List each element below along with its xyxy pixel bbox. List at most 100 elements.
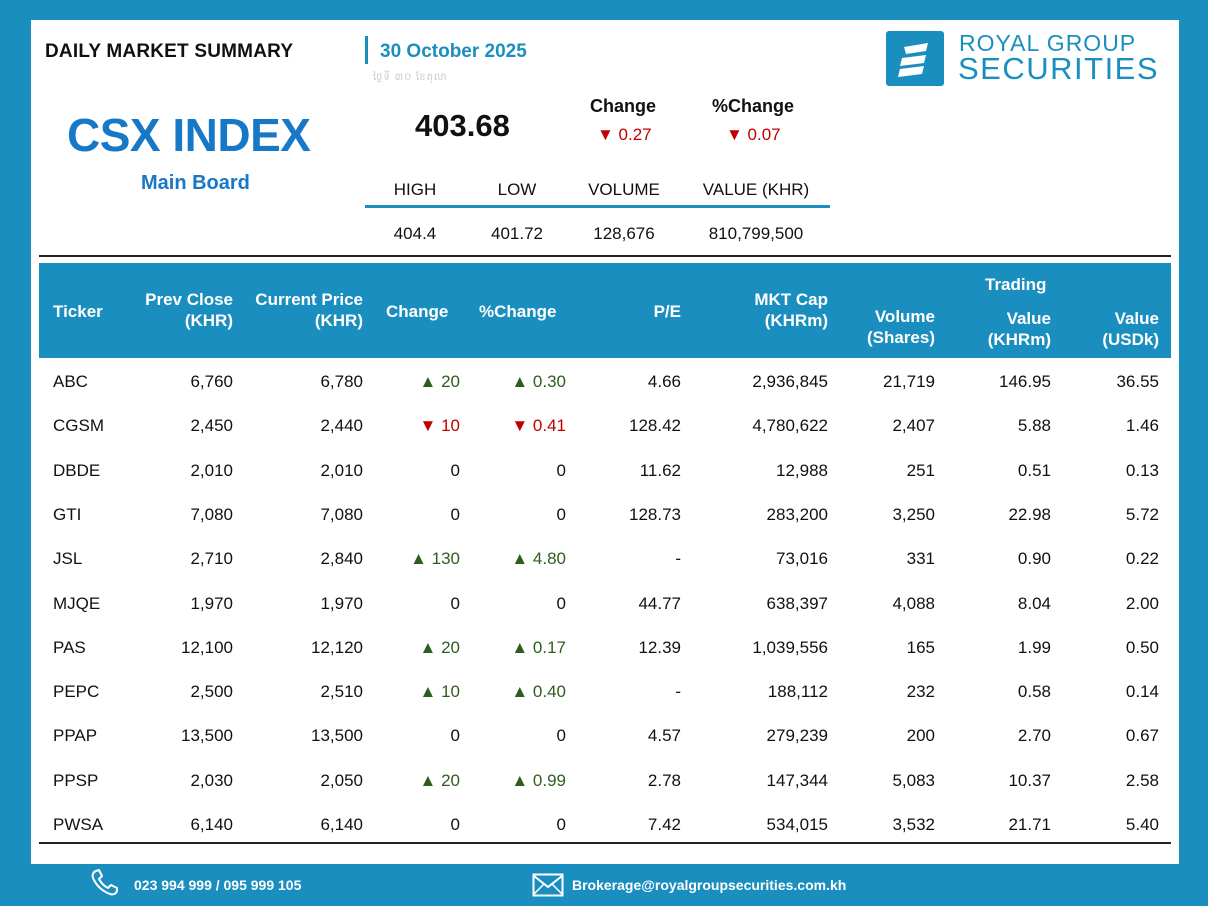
stat-label-low: LOW (497, 180, 537, 199)
cell-pchange: 0 (556, 593, 566, 613)
brand-line-2: SECURITIES (958, 51, 1160, 86)
cell-ticker: PWSA (53, 815, 104, 834)
table-row: PPAP 13,500 13,500 0 0 4.57 279,239 200 2.70 0.67 (39, 714, 1171, 758)
stat-value-value: 810,799,500 (708, 224, 804, 243)
cell-change: 0 (450, 504, 460, 524)
cell-change: 0 (450, 815, 460, 834)
cell-value-usd: 0.22 (1125, 549, 1159, 569)
table-row: CGSM 2,450 2,440 ▼ 10 ▼ 0.41 128.42 4,780,622 2… (39, 404, 1171, 448)
cell-ticker: PAS (53, 637, 86, 657)
cell-pe: 128.73 (629, 504, 681, 524)
royal-group-logo-icon (886, 31, 944, 86)
cell-value-khr: 22.98 (1008, 504, 1051, 524)
cell-mktcap: 73,016 (776, 549, 828, 569)
cell-pchange: 0 (556, 460, 566, 480)
cell-prev-close: 13,500 (181, 726, 233, 746)
cell-prev-close: 2,710 (190, 549, 233, 569)
cell-pe: 12.39 (638, 637, 681, 657)
report-date-khmer: ថ្ងៃទី ៣០ ខែតុលា (373, 72, 448, 83)
cell-mktcap: 283,200 (766, 504, 828, 524)
index-pchange-value: ▼ 0.07 (726, 125, 781, 144)
th-pe: P/E (653, 302, 681, 321)
cell-pe: 4.57 (647, 726, 681, 746)
table-row: DBDE 2,010 2,010 0 0 11.62 12,988 251 0.51 0.13 (39, 449, 1171, 493)
index-change-label: Change (590, 96, 657, 116)
cell-pe: 7.42 (647, 815, 681, 834)
cell-ticker: PPAP (53, 726, 98, 746)
th-volume: Volume (Shares) (866, 307, 935, 347)
cell-pchange: ▲ 0.17 (511, 637, 566, 657)
footer-phone[interactable]: 023 994 999 / 095 999 105 (134, 877, 302, 893)
cell-current-price: 6,140 (320, 815, 363, 834)
cell-change: 0 (450, 460, 460, 480)
cell-pchange: ▲ 0.30 (511, 372, 566, 391)
cell-prev-close: 1,970 (190, 593, 233, 613)
cell-pchange: 0 (556, 726, 566, 746)
stat-underline (365, 205, 830, 208)
cell-volume: 3,250 (892, 504, 935, 524)
table-row: PAS 12,100 12,120 ▲ 20 ▲ 0.17 12.39 1,039,556 1… (39, 626, 1171, 670)
cell-change: ▲ 20 (419, 770, 460, 790)
cell-pe: 4.66 (647, 372, 681, 391)
cell-mktcap: 12,988 (776, 460, 828, 480)
cell-value-khr: 0.51 (1017, 460, 1051, 480)
cell-volume: 251 (906, 460, 935, 480)
table-row: ABC 6,760 6,780 ▲ 20 ▲ 0.30 4.66 2,936,845 21,7… (39, 360, 1171, 404)
cell-prev-close: 6,140 (190, 815, 233, 834)
cell-mktcap: 534,015 (766, 815, 828, 834)
cell-value-usd: 0.14 (1125, 682, 1159, 702)
cell-value-usd: 0.67 (1125, 726, 1159, 746)
cell-change: ▲ 20 (419, 372, 460, 391)
cell-pchange: ▼ 0.41 (511, 416, 566, 436)
th-mktcap: MKT Cap (KHRm) (754, 290, 828, 330)
table-bottom-border (39, 842, 1171, 844)
cell-change: ▲ 130 (410, 549, 460, 569)
cell-current-price: 2,050 (320, 770, 363, 790)
mail-icon (532, 873, 564, 902)
cell-current-price: 6,780 (320, 372, 363, 391)
table-row: PPSP 2,030 2,050 ▲ 20 ▲ 0.99 2.78 147,344 5,083… (39, 759, 1171, 803)
cell-pe: 44.77 (638, 593, 681, 613)
cell-value-khr: 8.04 (1017, 593, 1051, 613)
cell-mktcap: 2,936,845 (752, 372, 828, 391)
section-divider (39, 255, 1171, 257)
cell-prev-close: 6,760 (190, 372, 233, 391)
index-value: 403.68 (415, 108, 510, 143)
cell-change: ▼ 10 (419, 416, 460, 436)
stat-label-volume: VOLUME (588, 180, 660, 199)
cell-pchange: 0 (556, 504, 566, 524)
cell-pchange: 0 (556, 815, 566, 834)
cell-change: ▲ 10 (419, 682, 460, 702)
header-divider (365, 36, 368, 64)
stat-label-value: VALUE (KHR) (702, 180, 810, 199)
cell-value-khr: 10.37 (1008, 770, 1051, 790)
cell-volume: 4,088 (892, 593, 935, 613)
table-header: Ticker Prev Close (KHR) Current Price (KHR… (39, 263, 1171, 358)
stat-label-high: HIGH (393, 180, 437, 199)
cell-mktcap: 4,780,622 (752, 416, 828, 436)
cell-pchange: ▲ 0.99 (511, 770, 566, 790)
cell-value-usd: 1.46 (1125, 416, 1159, 436)
stat-value-high: 404.4 (393, 224, 437, 243)
cell-mktcap: 279,239 (766, 726, 828, 746)
th-pchange: %Change (479, 302, 557, 321)
cell-value-khr: 146.95 (999, 372, 1051, 391)
cell-change: 0 (450, 593, 460, 613)
cell-value-usd: 0.50 (1125, 637, 1159, 657)
cell-prev-close: 2,500 (190, 682, 233, 702)
footer-email[interactable]: Brokerage@royalgroupsecurities.com.kh (572, 877, 847, 893)
table-row: JSL 2,710 2,840 ▲ 130 ▲ 4.80 - 73,016 331 0.90 0.… (39, 537, 1171, 581)
cell-volume: 331 (906, 549, 935, 569)
cell-ticker: PEPC (53, 682, 100, 702)
report-date: 30 October 2025 (380, 41, 527, 62)
cell-ticker: PPSP (53, 770, 99, 790)
cell-mktcap: 188,112 (767, 682, 828, 702)
index-pchange-label: %Change (712, 96, 795, 116)
th-prev-close: Prev Close (KHR) (145, 290, 233, 330)
cell-value-usd: 5.40 (1125, 815, 1159, 834)
cell-pe: 128.42 (629, 416, 681, 436)
table-row: MJQE 1,970 1,970 0 0 44.77 638,397 4,088 8.04 2.0… (39, 582, 1171, 626)
table-row: PEPC 2,500 2,510 ▲ 10 ▲ 0.40 - 188,112 232 0.58 0… (39, 670, 1171, 714)
cell-volume: 2,407 (892, 416, 935, 436)
cell-pchange: ▲ 4.80 (511, 549, 566, 569)
